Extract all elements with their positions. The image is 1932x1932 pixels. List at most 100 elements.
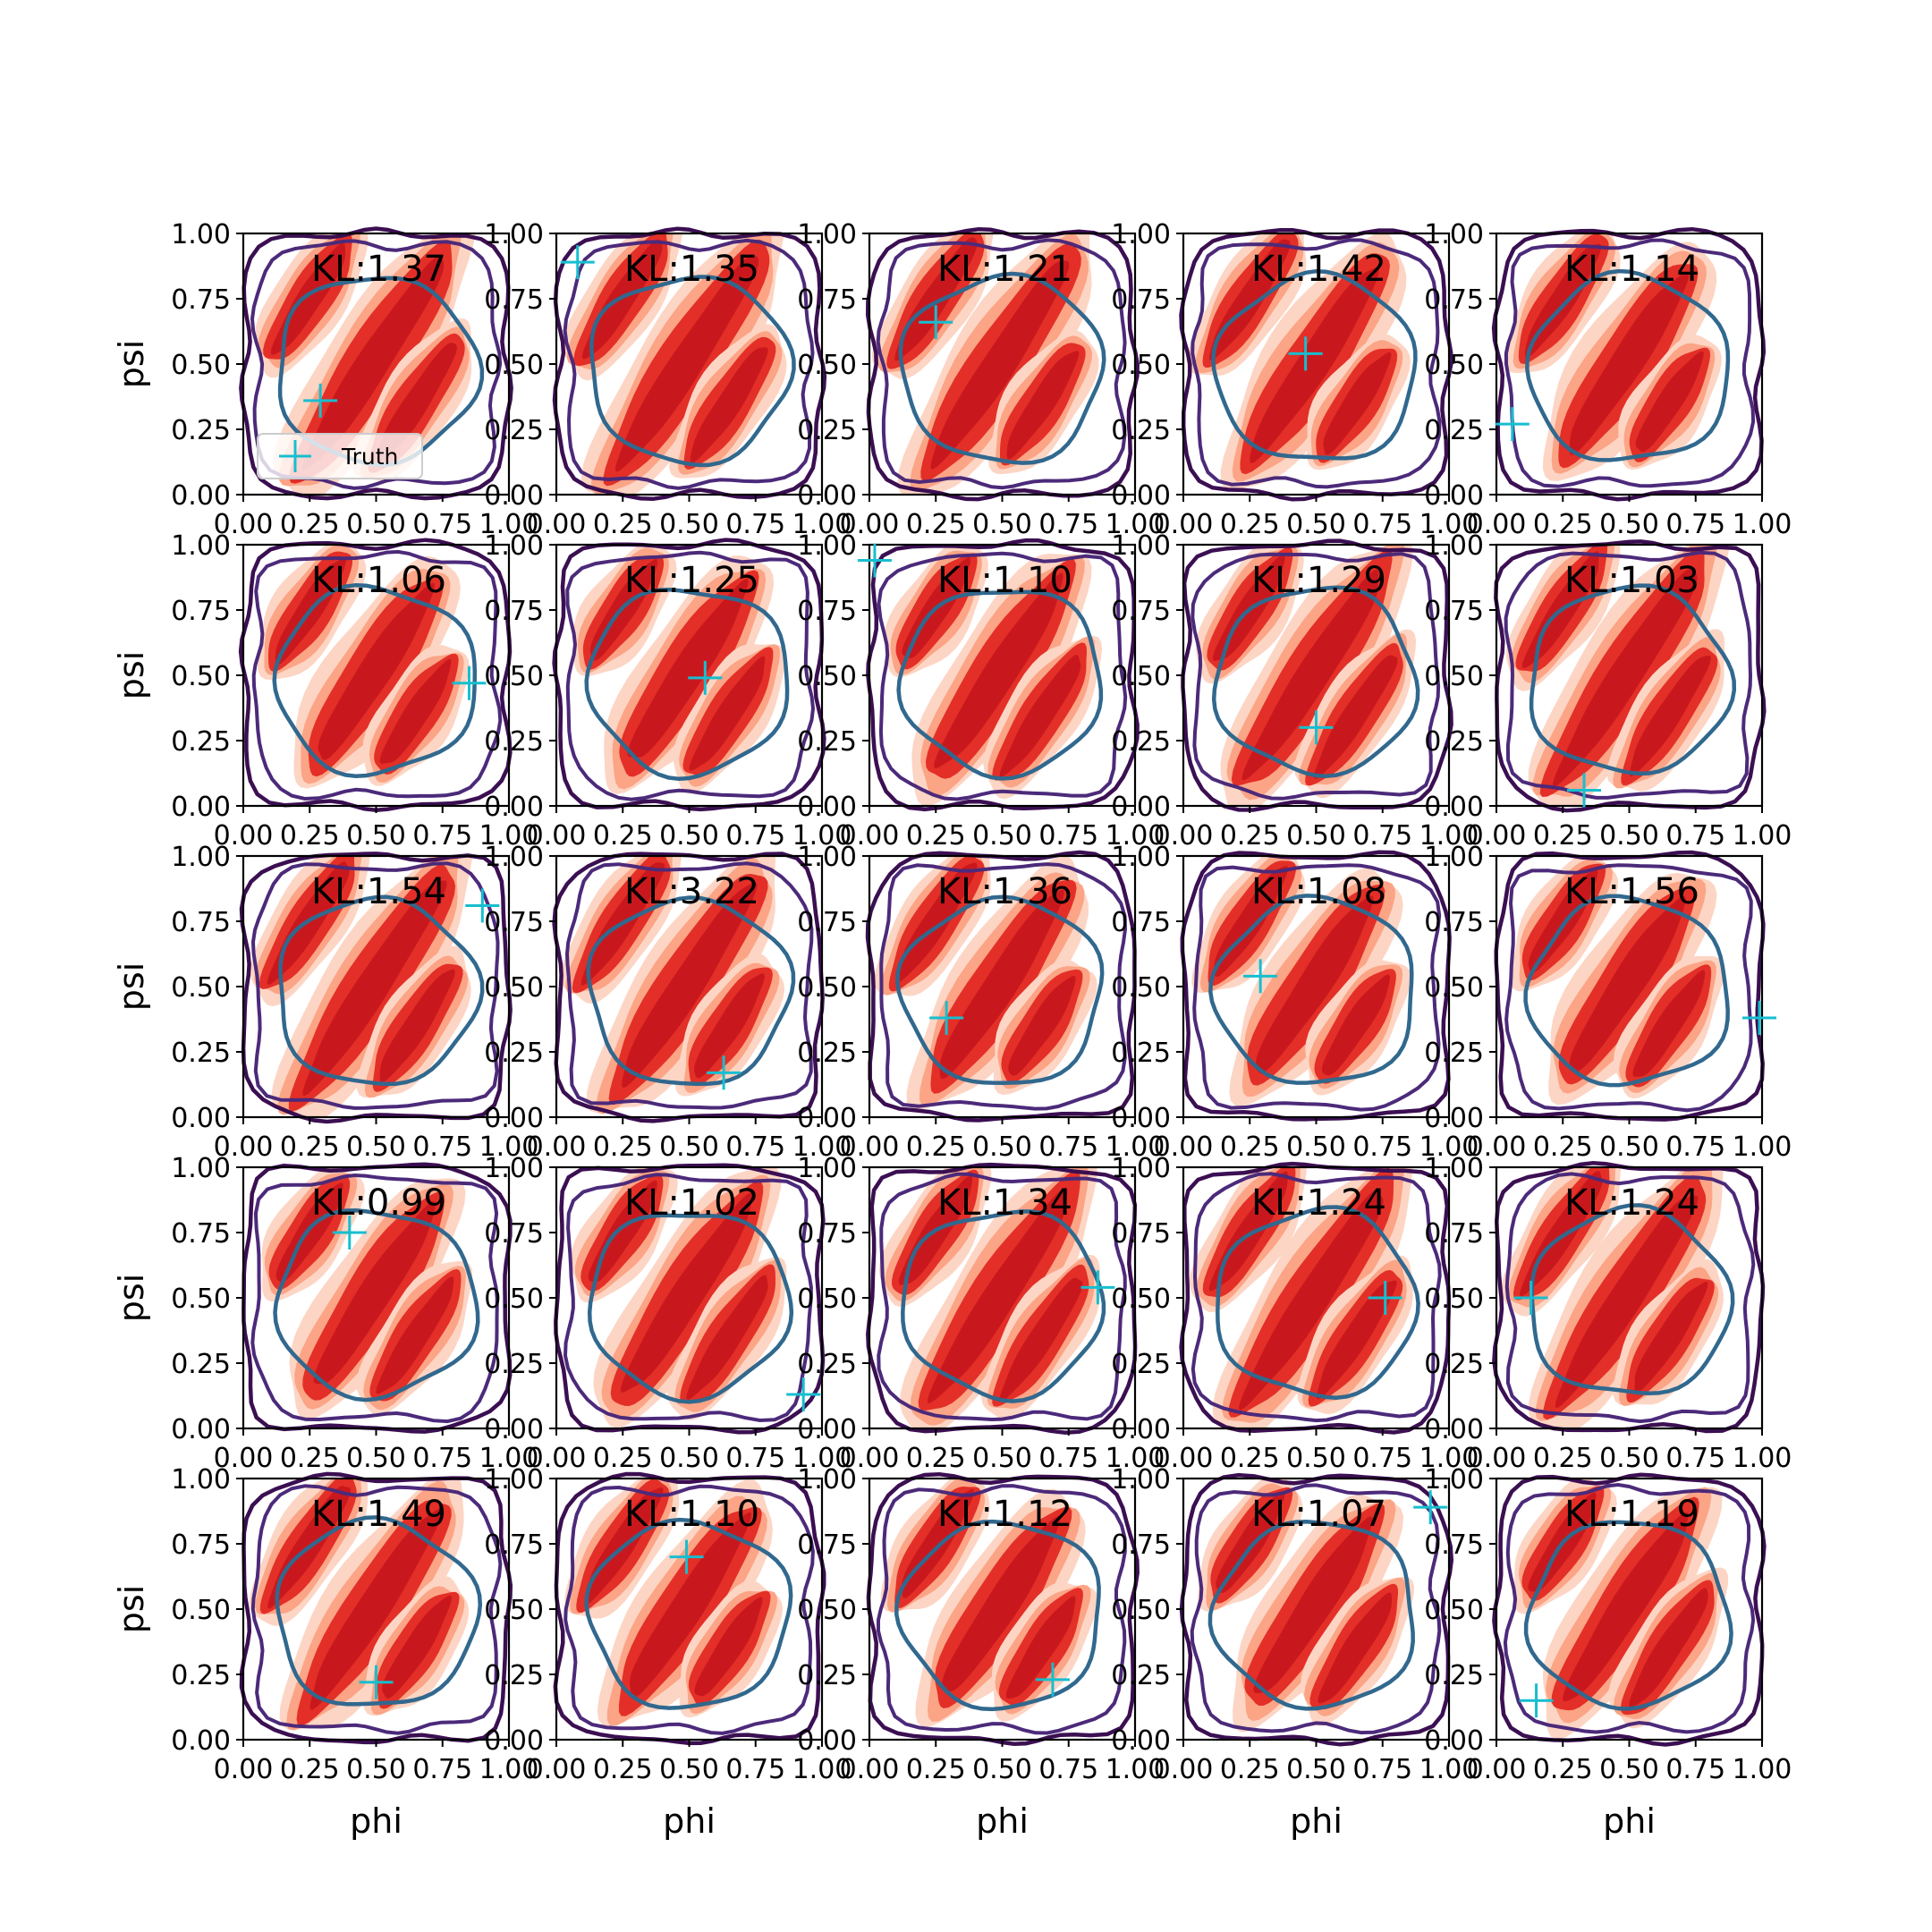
y-tick-label: 0.25	[484, 415, 544, 446]
density-band	[911, 553, 1092, 806]
density-band	[987, 330, 1099, 475]
x-tick-label: 0.00	[1467, 1443, 1527, 1474]
kl-annotation: KL:1.02	[624, 1182, 759, 1224]
y-tick-label: 1.00	[171, 1464, 231, 1496]
x-tick-label: 0.00	[1154, 509, 1214, 540]
y-tick-label: 0.00	[484, 1103, 544, 1134]
contour-outer	[1494, 850, 1766, 1122]
x-axis-label: phi	[663, 1801, 716, 1841]
contour-inner	[1216, 1205, 1420, 1400]
contour-mid	[250, 1484, 503, 1735]
contour-inner	[277, 275, 485, 467]
y-tick-label: 0.75	[1111, 907, 1171, 938]
kl-annotation: KL:1.06	[311, 560, 446, 601]
x-tick-label: 0.25	[280, 1443, 340, 1474]
y-tick-label: 1.00	[171, 530, 231, 562]
truth-marker	[707, 1055, 741, 1090]
contour-mid	[877, 551, 1128, 801]
x-tick-label: 0.25	[593, 1443, 653, 1474]
truth-marker	[303, 383, 338, 418]
density-band	[1229, 868, 1403, 1106]
kl-annotation: KL:3.22	[624, 871, 759, 912]
contour-inner	[1523, 1520, 1733, 1711]
ticks: 0.00 0.25 0.50 0.75 1.000.000.250.500.751.00	[171, 219, 538, 540]
density-band	[580, 233, 785, 495]
ticks: 0.00 0.25 0.50 0.75 1.000.000.250.500.751.00	[171, 1153, 538, 1474]
x-tick-label: 1.00	[1733, 1754, 1792, 1785]
x-tick-label: 0.50	[346, 1754, 406, 1785]
x-tick-label: 0.50	[972, 1443, 1032, 1474]
x-tick-label: 0.25	[906, 820, 966, 852]
truth-marker	[452, 665, 487, 700]
contour-inner	[1523, 894, 1730, 1088]
posterior-density	[250, 856, 473, 1117]
subplot-8: 0.00 0.25 0.50 0.75 1.000.000.250.500.751.00…	[797, 530, 1165, 852]
x-axis-label: phi	[976, 1801, 1029, 1841]
y-tick-label: 0.50	[171, 1284, 231, 1315]
contour-mid	[876, 238, 1127, 490]
y-tick-label: 1.00	[484, 1153, 544, 1184]
y-tick-label: 1.00	[797, 530, 857, 562]
y-tick-label: 0.00	[1424, 1725, 1484, 1757]
y-tick-label: 1.00	[484, 1464, 544, 1496]
contour-outer	[553, 1471, 826, 1746]
y-tick-label: 0.25	[797, 1349, 857, 1380]
y-tick-label: 0.25	[171, 1038, 231, 1069]
truth-marker	[919, 305, 953, 340]
density-band	[271, 856, 473, 1117]
contour-mid	[250, 861, 500, 1110]
x-tick-label: 0.25	[906, 1131, 966, 1163]
y-tick-label: 0.25	[797, 1660, 857, 1691]
y-tick-label: 0.25	[1111, 726, 1171, 758]
y-tick-label: 1.00	[171, 842, 231, 873]
subplot-16: 0.00 0.25 0.50 0.75 1.000.000.250.500.751.00…	[112, 1153, 538, 1474]
y-tick-label: 1.00	[1424, 1153, 1484, 1184]
y-tick-label: 0.00	[484, 480, 544, 512]
y-tick-label: 0.75	[171, 596, 231, 627]
subplot-7: 0.00 0.25 0.50 0.75 1.000.000.250.500.751.00…	[484, 530, 852, 852]
x-tick-label: 1.00	[1419, 509, 1479, 540]
posterior-density	[261, 1167, 473, 1420]
x-tick-label: 0.50	[1599, 820, 1659, 852]
x-tick-label: 0.50	[1286, 1131, 1346, 1163]
y-tick-label: 0.25	[484, 1349, 544, 1380]
contour-outer	[1492, 1161, 1766, 1434]
contour-mid	[879, 862, 1128, 1111]
y-tick-label: 0.00	[1424, 1414, 1484, 1445]
x-tick-label: 0.00	[527, 509, 587, 540]
contour-outer	[866, 1162, 1138, 1435]
x-tick-label: 1.00	[479, 509, 539, 540]
x-axis-label: phi	[350, 1801, 402, 1841]
x-tick-label: 0.00	[1154, 1131, 1214, 1163]
x-tick-label: 0.50	[346, 820, 406, 852]
kl-annotation: KL:1.12	[937, 1494, 1072, 1535]
y-tick-label: 1.00	[1111, 1464, 1171, 1496]
x-tick-label: 0.25	[280, 820, 340, 852]
y-tick-label: 1.00	[1111, 219, 1171, 250]
x-tick-label: 0.75	[725, 1443, 785, 1474]
contour-inner	[589, 275, 796, 468]
y-tick-label: 1.00	[1111, 1153, 1171, 1184]
density-band	[915, 1488, 1086, 1727]
kl-annotation: KL:1.54	[311, 871, 446, 912]
y-tick-label: 0.75	[1424, 596, 1484, 627]
contour-mid	[564, 861, 814, 1110]
x-tick-label: 0.75	[1038, 820, 1098, 852]
y-tick-label: 0.25	[1424, 1349, 1484, 1380]
density-band	[1548, 872, 1717, 1106]
y-tick-label: 0.00	[797, 1414, 857, 1445]
y-tick-label: 0.50	[484, 972, 544, 1004]
x-tick-label: 1.00	[1106, 1443, 1165, 1474]
density-band	[1220, 233, 1407, 490]
ticks: 0.00 0.25 0.50 0.75 1.000.000.250.500.751.00	[484, 530, 852, 852]
y-tick-label: 0.25	[1111, 415, 1171, 446]
y-tick-label: 0.75	[797, 1530, 857, 1561]
truth-marker	[688, 660, 723, 695]
posterior-density	[564, 1479, 784, 1726]
y-tick-label: 0.50	[171, 350, 231, 381]
y-tick-label: 0.25	[1111, 1660, 1171, 1691]
y-tick-label: 1.00	[797, 1464, 857, 1496]
y-tick-label: 0.25	[797, 726, 857, 758]
y-tick-label: 0.75	[484, 1530, 544, 1561]
density-band	[673, 644, 786, 794]
